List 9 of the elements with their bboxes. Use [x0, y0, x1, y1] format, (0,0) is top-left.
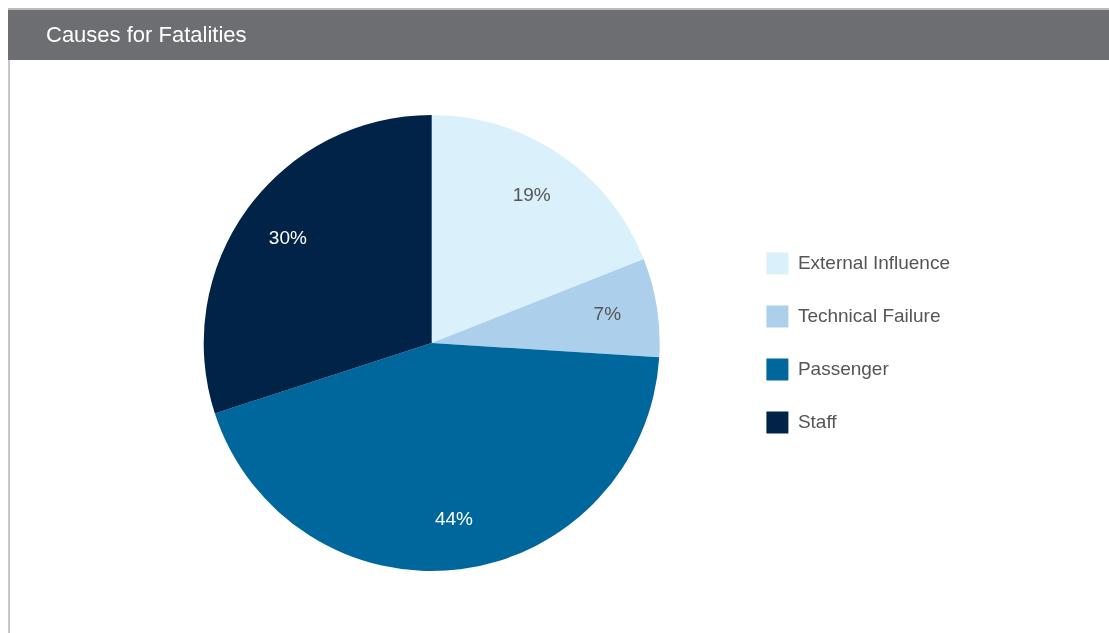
data-label: 30%	[268, 226, 307, 248]
data-label: 44%	[434, 507, 474, 529]
data-label: 7%	[593, 303, 622, 325]
chart-title: Causes for Fatalities	[8, 8, 1109, 60]
legend-label: Technical Failure	[797, 304, 941, 326]
legend-label: Passenger	[797, 357, 890, 379]
legend-label: Staff	[797, 410, 838, 432]
legend-label: External Influence	[797, 251, 950, 273]
data-label: 19%	[512, 184, 551, 206]
